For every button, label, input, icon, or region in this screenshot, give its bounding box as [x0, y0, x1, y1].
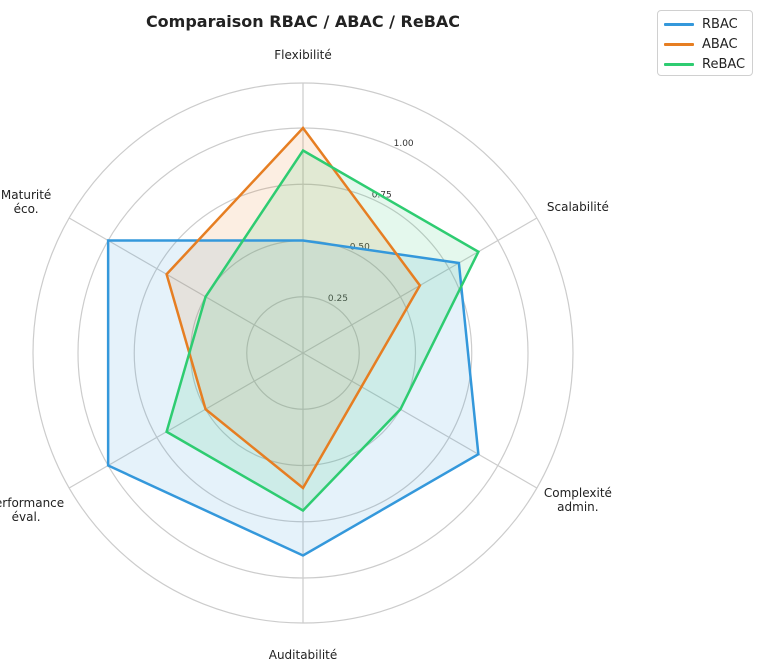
axis-labels: Flexibilité Scalabilité Complexité admin. Au…	[0, 48, 612, 662]
radial-tick-label: 0.50	[350, 242, 370, 252]
legend-label: ReBAC	[702, 56, 746, 72]
legend-item-rebac: ReBAC	[664, 54, 746, 74]
series-fill-abac	[166, 128, 420, 488]
legend-swatch	[664, 62, 694, 66]
series-line-abac	[165, 126, 422, 490]
axis-label: Complexité admin.	[544, 486, 612, 514]
axis-label: Maturité éco.	[1, 188, 51, 216]
legend-item-rbac: RBAC	[664, 14, 746, 34]
axis-label: Auditabilité	[269, 648, 338, 662]
legend-swatch	[664, 22, 694, 26]
series-fill-rbac	[108, 240, 479, 556]
radial-tick-label: 1.00	[394, 139, 414, 149]
legend-label: RBAC	[702, 16, 738, 32]
radar-series	[106, 126, 481, 557]
axis-label: Flexibilité	[274, 48, 332, 62]
radial-tick-label: 0.25	[328, 294, 348, 304]
axis-label: Performanceéval.	[0, 496, 64, 524]
legend: RBAC ABAC ReBAC	[657, 10, 753, 76]
axis-label: Scalabilité	[547, 200, 609, 214]
grid-spoke	[302, 352, 538, 489]
series-line-rbac	[106, 239, 480, 557]
legend-item-abac: ABAC	[664, 34, 746, 54]
chart-title: Comparaison RBAC / ABAC / ReBAC	[146, 12, 460, 31]
legend-label: ABAC	[702, 36, 738, 52]
series-line-rebac	[165, 148, 481, 513]
legend-swatch	[664, 42, 694, 46]
